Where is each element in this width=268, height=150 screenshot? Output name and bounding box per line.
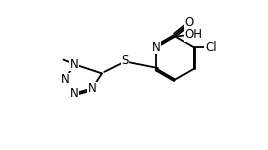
Text: Cl: Cl (205, 41, 217, 54)
Text: N: N (88, 82, 96, 95)
Text: N: N (61, 73, 69, 86)
Text: N: N (70, 87, 79, 100)
Text: S: S (121, 54, 129, 67)
Text: N: N (70, 58, 79, 71)
Text: OH: OH (185, 28, 203, 41)
Text: O: O (184, 16, 193, 29)
Text: N: N (152, 41, 161, 54)
